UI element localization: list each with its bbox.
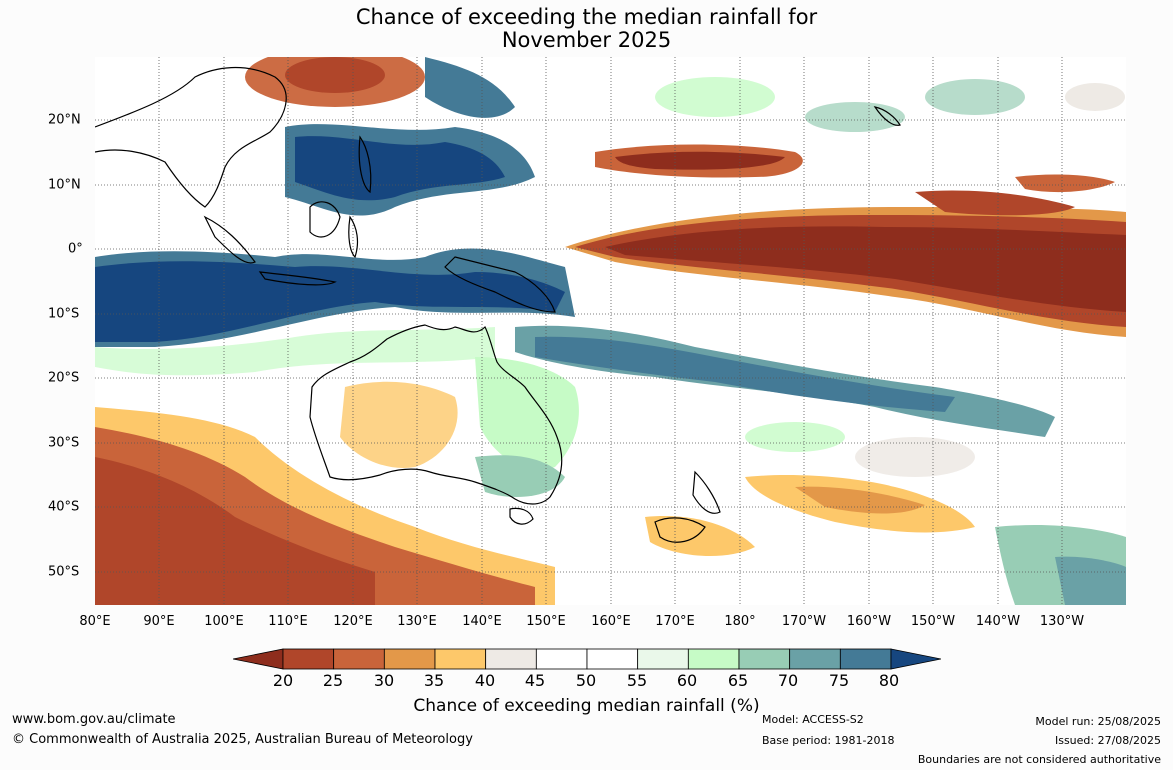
new-guinea-coastline bbox=[444, 256, 556, 313]
lon-label-150e: 150°E bbox=[526, 614, 566, 629]
sumatra-coastline bbox=[203, 215, 256, 264]
colorbar-segment bbox=[789, 648, 841, 670]
colorbar-tick-25: 25 bbox=[322, 671, 344, 690]
map-title-line-2: November 2025 bbox=[501, 28, 672, 52]
lon-label-100e: 100°E bbox=[204, 614, 244, 629]
map-canvas bbox=[95, 57, 1126, 605]
australia-coastline bbox=[309, 324, 563, 505]
colorbar-tick-35: 35 bbox=[423, 671, 445, 690]
model-run-date: Model run: 25/08/2025 bbox=[1035, 715, 1161, 728]
lon-label-160e: 160°E bbox=[591, 614, 631, 629]
lat-label-0: 0° bbox=[68, 241, 83, 257]
colorbar-extend-high bbox=[890, 648, 941, 670]
colorbar-legend bbox=[233, 648, 941, 670]
base-period: Base period: 1981-2018 bbox=[762, 734, 895, 747]
colorbar-segment bbox=[282, 648, 335, 670]
copyright-text: © Commonwealth of Australia 2025, Austra… bbox=[12, 732, 473, 747]
colorbar-tick-80: 80 bbox=[878, 671, 900, 690]
new-zealand-north-coastline bbox=[692, 470, 721, 514]
colorbar-segment bbox=[637, 648, 689, 670]
probability-field bbox=[95, 57, 1126, 605]
website-link[interactable]: www.bom.gov.au/climate bbox=[12, 712, 176, 727]
colorbar-segment bbox=[535, 648, 588, 670]
lon-label-140w: 140°W bbox=[975, 614, 1021, 629]
mainland-asia-coastline bbox=[95, 67, 287, 208]
colorbar-label: Chance of exceeding median rainfall (%) bbox=[413, 696, 760, 716]
hawaii-coastline bbox=[873, 106, 901, 126]
colorbar-tick-75: 75 bbox=[828, 671, 850, 690]
colorbar-tick-70: 70 bbox=[777, 671, 799, 690]
colorbar-segment bbox=[485, 648, 537, 670]
lat-label-10n: 10°N bbox=[48, 177, 81, 193]
colorbar-tick-30: 30 bbox=[373, 671, 395, 690]
lon-label-120e: 120°E bbox=[333, 614, 373, 629]
colorbar-tick-50: 50 bbox=[575, 671, 597, 690]
lat-label-50s: 50°S bbox=[48, 564, 80, 580]
colorbar-segment bbox=[434, 648, 487, 670]
colorbar-tick-60: 60 bbox=[676, 671, 698, 690]
lat-label-40s: 40°S bbox=[48, 499, 80, 515]
borneo-coastline bbox=[309, 201, 341, 238]
colorbar-segment bbox=[738, 648, 791, 670]
rainfall-probability-map bbox=[95, 57, 1126, 605]
colorbar-segment bbox=[383, 648, 436, 670]
lon-label-90e: 90°E bbox=[143, 614, 175, 629]
graticule bbox=[95, 57, 1126, 605]
colorbar-segment bbox=[839, 648, 892, 670]
boundaries-disclaimer: Boundaries are not considered authoritat… bbox=[917, 753, 1161, 766]
lat-label-30s: 30°S bbox=[48, 435, 80, 451]
colorbar-segment bbox=[687, 648, 740, 670]
philippines-coastline bbox=[358, 135, 372, 194]
colorbar-segment bbox=[586, 648, 639, 670]
colorbar-tick-55: 55 bbox=[626, 671, 648, 690]
lon-label-160w: 160°W bbox=[846, 614, 892, 629]
new-zealand-south-coastline bbox=[654, 517, 706, 543]
lon-label-180: 180° bbox=[724, 614, 756, 629]
colorbar-extend-low bbox=[233, 648, 284, 670]
lon-label-140e: 140°E bbox=[462, 614, 502, 629]
lat-label-20s: 20°S bbox=[48, 370, 80, 386]
lon-label-130e: 130°E bbox=[397, 614, 437, 629]
colorbar-tick-40: 40 bbox=[474, 671, 496, 690]
java-coastline bbox=[258, 271, 337, 286]
lon-label-130w: 130°W bbox=[1039, 614, 1085, 629]
lon-label-150w: 150°W bbox=[910, 614, 956, 629]
lat-label-20n: 20°N bbox=[48, 112, 81, 128]
issued-date: Issued: 27/08/2025 bbox=[1054, 734, 1161, 747]
lon-label-170w: 170°W bbox=[781, 614, 827, 629]
sulawesi-coastline bbox=[348, 215, 359, 259]
map-title-line-1: Chance of exceeding the median rainfall … bbox=[355, 5, 818, 29]
lon-label-110e: 110°E bbox=[268, 614, 308, 629]
colorbar-segment bbox=[333, 648, 385, 670]
colorbar-tick-65: 65 bbox=[727, 671, 749, 690]
colorbar-tick-45: 45 bbox=[524, 671, 546, 690]
lat-label-10s: 10°S bbox=[48, 306, 80, 322]
colorbar-tick-20: 20 bbox=[272, 671, 294, 690]
coastlines bbox=[95, 67, 901, 543]
lon-label-170e: 170°E bbox=[655, 614, 695, 629]
tasmania-coastline bbox=[509, 507, 534, 525]
lon-label-80e: 80°E bbox=[79, 614, 111, 629]
model-name: Model: ACCESS-S2 bbox=[762, 713, 864, 726]
